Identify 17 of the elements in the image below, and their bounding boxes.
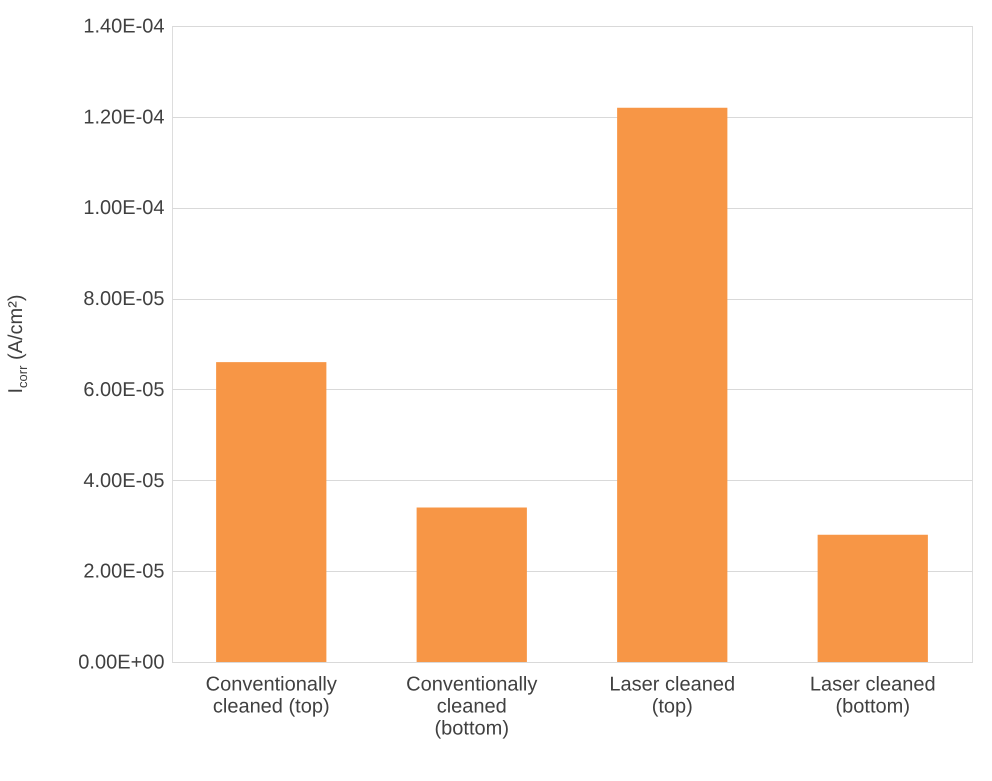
y-tick-label: 0.00E+00 xyxy=(78,652,164,674)
y-tick-label: 1.40E-04 xyxy=(83,16,164,38)
y-tick-label: 4.00E-05 xyxy=(83,470,164,492)
y-tick-label: 6.00E-05 xyxy=(83,378,164,401)
bar xyxy=(617,108,728,662)
bar xyxy=(818,534,928,662)
x-tick-label: Laser cleaned (top) xyxy=(609,674,736,718)
x-tick-label: Conventionally cleaned (top) xyxy=(206,674,337,718)
y-tick-label: 2.00E-05 xyxy=(83,560,164,583)
y-tick-label: 8.00E-05 xyxy=(83,288,164,310)
y-tick-label: 1.00E-04 xyxy=(83,197,164,220)
y-axis-title: Icorr (A/cm²) xyxy=(5,294,30,394)
bar xyxy=(416,508,527,662)
x-tick-label: Laser cleaned (bottom) xyxy=(810,674,936,718)
bar xyxy=(216,362,326,662)
x-tick-label: Conventionally cleaned (bottom) xyxy=(406,674,538,740)
y-tick-label: 1.20E-04 xyxy=(83,106,164,128)
